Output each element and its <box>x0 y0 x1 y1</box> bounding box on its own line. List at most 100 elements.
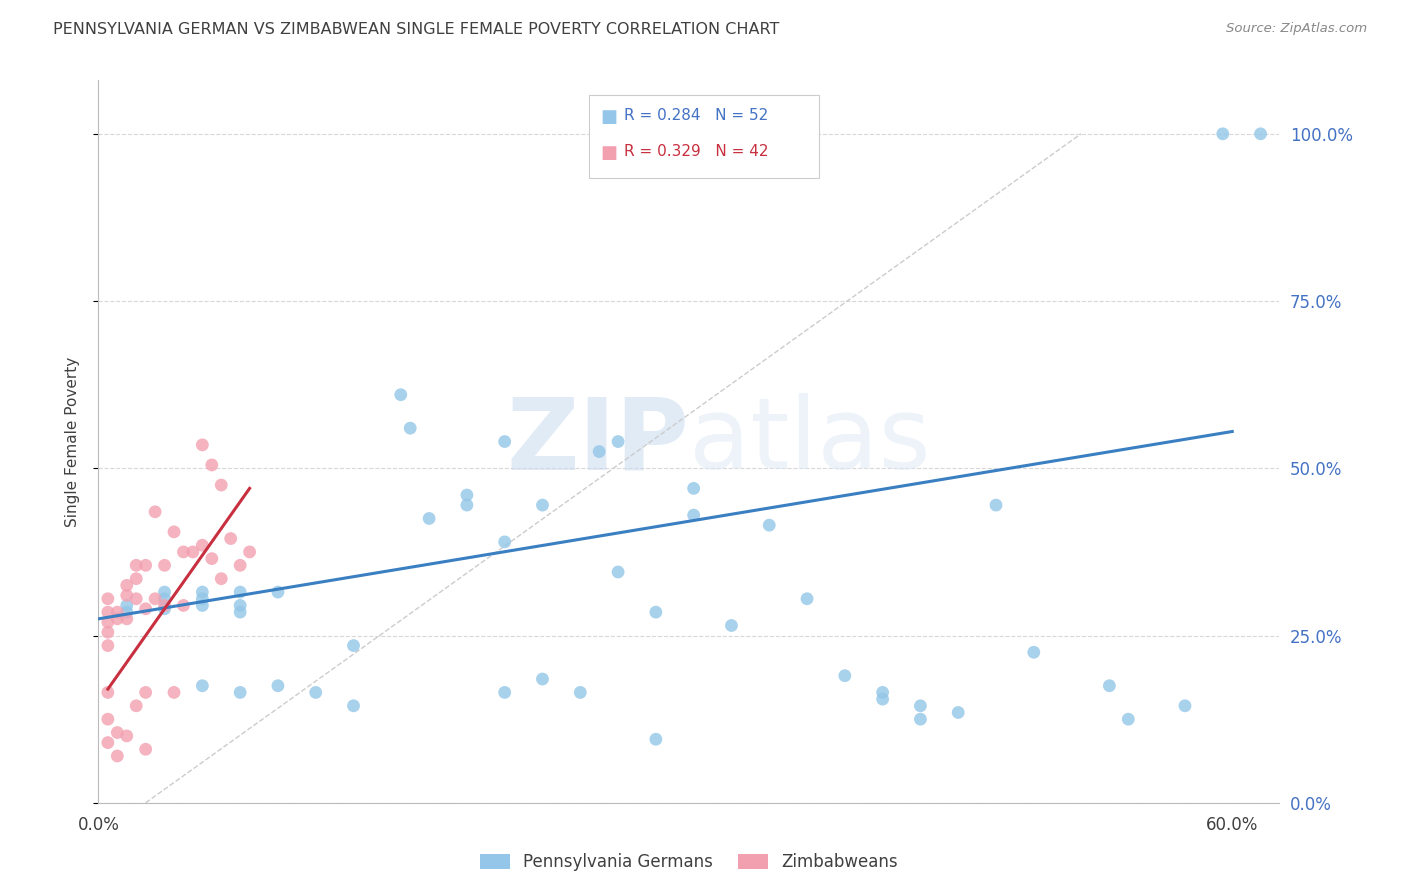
Point <box>105 612 128 626</box>
Point <box>153 602 176 616</box>
Point <box>342 698 364 713</box>
Point <box>682 508 704 523</box>
Point <box>872 692 894 706</box>
Point <box>305 685 328 699</box>
Point <box>97 591 120 606</box>
Point <box>219 532 242 546</box>
Point <box>910 698 932 713</box>
Text: Source: ZipAtlas.com: Source: ZipAtlas.com <box>1226 22 1367 36</box>
Point <box>607 434 630 449</box>
Point <box>389 387 412 401</box>
Point <box>97 615 120 630</box>
Point <box>125 572 148 586</box>
Legend: Pennsylvania Germans, Zimbabweans: Pennsylvania Germans, Zimbabweans <box>474 847 904 878</box>
Point <box>115 578 138 592</box>
Point <box>125 591 148 606</box>
Point <box>1174 698 1197 713</box>
Point <box>1098 679 1121 693</box>
Point <box>910 712 932 726</box>
Point <box>191 585 214 599</box>
Point <box>125 698 148 713</box>
Point <box>834 669 856 683</box>
Point <box>758 518 780 533</box>
Point <box>984 498 1007 512</box>
Point <box>153 558 176 573</box>
Point <box>209 572 232 586</box>
Point <box>97 685 120 699</box>
Point <box>872 685 894 699</box>
Point <box>191 438 214 452</box>
Point <box>682 482 704 496</box>
Text: R = 0.329   N = 42: R = 0.329 N = 42 <box>624 144 769 159</box>
Point <box>209 478 232 492</box>
Text: ■: ■ <box>600 144 617 161</box>
Point <box>720 618 742 632</box>
Point <box>531 672 554 686</box>
Point <box>229 599 252 613</box>
Point <box>494 534 516 549</box>
Point <box>105 725 128 739</box>
Y-axis label: Single Female Poverty: Single Female Poverty <box>65 357 80 526</box>
Point <box>229 585 252 599</box>
Point <box>135 742 157 756</box>
Point <box>456 488 478 502</box>
Point <box>115 605 138 619</box>
Point <box>143 505 166 519</box>
Point <box>135 558 157 573</box>
Point <box>163 524 186 539</box>
Point <box>191 591 214 606</box>
Point <box>143 591 166 606</box>
Point <box>115 612 138 626</box>
Point <box>153 585 176 599</box>
Point <box>342 639 364 653</box>
Text: R = 0.284   N = 52: R = 0.284 N = 52 <box>624 108 768 123</box>
Point <box>644 732 666 747</box>
Point <box>494 434 516 449</box>
Point <box>201 551 224 566</box>
Text: PENNSYLVANIA GERMAN VS ZIMBABWEAN SINGLE FEMALE POVERTY CORRELATION CHART: PENNSYLVANIA GERMAN VS ZIMBABWEAN SINGLE… <box>53 22 780 37</box>
Point <box>531 498 554 512</box>
Text: atlas: atlas <box>689 393 931 490</box>
Point <box>644 605 666 619</box>
Point <box>201 458 224 472</box>
Point <box>229 685 252 699</box>
Point <box>97 605 120 619</box>
Point <box>569 685 592 699</box>
Point <box>1212 127 1234 141</box>
Point <box>125 558 148 573</box>
Point <box>796 591 818 606</box>
Point <box>115 589 138 603</box>
Point <box>399 421 422 435</box>
Point <box>105 749 128 764</box>
FancyBboxPatch shape <box>589 95 818 178</box>
Point <box>1022 645 1045 659</box>
Point <box>948 706 970 720</box>
Point <box>456 498 478 512</box>
Point <box>97 712 120 726</box>
Point <box>239 545 262 559</box>
Point <box>115 599 138 613</box>
Point <box>229 558 252 573</box>
Point <box>115 729 138 743</box>
Point <box>172 545 194 559</box>
Point <box>97 735 120 749</box>
Point <box>163 685 186 699</box>
Point <box>607 565 630 579</box>
Point <box>1116 712 1139 726</box>
Point <box>153 599 176 613</box>
Text: ■: ■ <box>600 108 617 126</box>
Point <box>418 511 440 525</box>
Point <box>267 585 290 599</box>
Text: ZIP: ZIP <box>506 393 689 490</box>
Point <box>191 538 214 552</box>
Point <box>97 639 120 653</box>
Point <box>135 602 157 616</box>
Point <box>229 605 252 619</box>
Point <box>97 625 120 640</box>
Point <box>588 444 610 458</box>
Point <box>153 591 176 606</box>
Point <box>1250 127 1272 141</box>
Point <box>135 685 157 699</box>
Point <box>172 599 194 613</box>
Point <box>267 679 290 693</box>
